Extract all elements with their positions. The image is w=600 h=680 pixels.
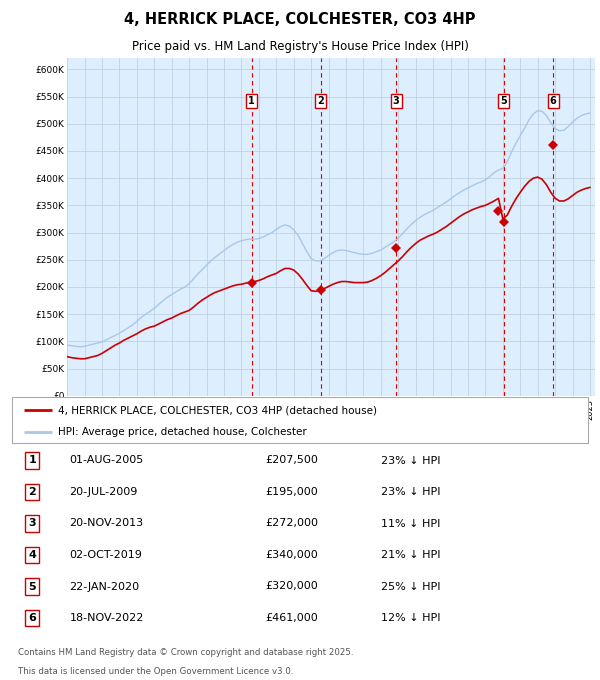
Text: 01-AUG-2005: 01-AUG-2005 [70, 456, 144, 466]
Text: £272,000: £272,000 [265, 518, 319, 528]
Text: 5: 5 [500, 96, 507, 105]
Text: 11% ↓ HPI: 11% ↓ HPI [380, 518, 440, 528]
Text: 23% ↓ HPI: 23% ↓ HPI [380, 456, 440, 466]
Text: 2: 2 [317, 96, 324, 105]
Text: £195,000: £195,000 [265, 487, 318, 497]
Text: 2: 2 [28, 487, 36, 497]
Text: 4, HERRICK PLACE, COLCHESTER, CO3 4HP (detached house): 4, HERRICK PLACE, COLCHESTER, CO3 4HP (d… [58, 405, 377, 415]
Text: 02-OCT-2019: 02-OCT-2019 [70, 550, 142, 560]
FancyBboxPatch shape [12, 397, 588, 443]
Text: 20-NOV-2013: 20-NOV-2013 [70, 518, 144, 528]
Text: 12% ↓ HPI: 12% ↓ HPI [380, 613, 440, 623]
Text: 3: 3 [393, 96, 400, 105]
Text: 21% ↓ HPI: 21% ↓ HPI [380, 550, 440, 560]
Text: Contains HM Land Registry data © Crown copyright and database right 2025.: Contains HM Land Registry data © Crown c… [18, 647, 353, 657]
Text: £340,000: £340,000 [265, 550, 318, 560]
Text: 18-NOV-2022: 18-NOV-2022 [70, 613, 144, 623]
Text: 1: 1 [28, 456, 36, 466]
Text: 22-JAN-2020: 22-JAN-2020 [70, 581, 140, 592]
Text: 5: 5 [28, 581, 36, 592]
Text: 6: 6 [28, 613, 36, 623]
Text: HPI: Average price, detached house, Colchester: HPI: Average price, detached house, Colc… [58, 427, 307, 437]
Text: 25% ↓ HPI: 25% ↓ HPI [380, 581, 440, 592]
Text: 20-JUL-2009: 20-JUL-2009 [70, 487, 138, 497]
Text: 4, HERRICK PLACE, COLCHESTER, CO3 4HP: 4, HERRICK PLACE, COLCHESTER, CO3 4HP [124, 12, 476, 27]
Text: £461,000: £461,000 [265, 613, 318, 623]
Text: 6: 6 [550, 96, 556, 105]
Text: 1: 1 [248, 96, 255, 105]
Text: This data is licensed under the Open Government Licence v3.0.: This data is licensed under the Open Gov… [18, 668, 293, 677]
Text: £320,000: £320,000 [265, 581, 318, 592]
Text: 23% ↓ HPI: 23% ↓ HPI [380, 487, 440, 497]
Text: 3: 3 [28, 518, 36, 528]
Text: 4: 4 [28, 550, 36, 560]
Text: Price paid vs. HM Land Registry's House Price Index (HPI): Price paid vs. HM Land Registry's House … [131, 39, 469, 52]
Text: £207,500: £207,500 [265, 456, 319, 466]
